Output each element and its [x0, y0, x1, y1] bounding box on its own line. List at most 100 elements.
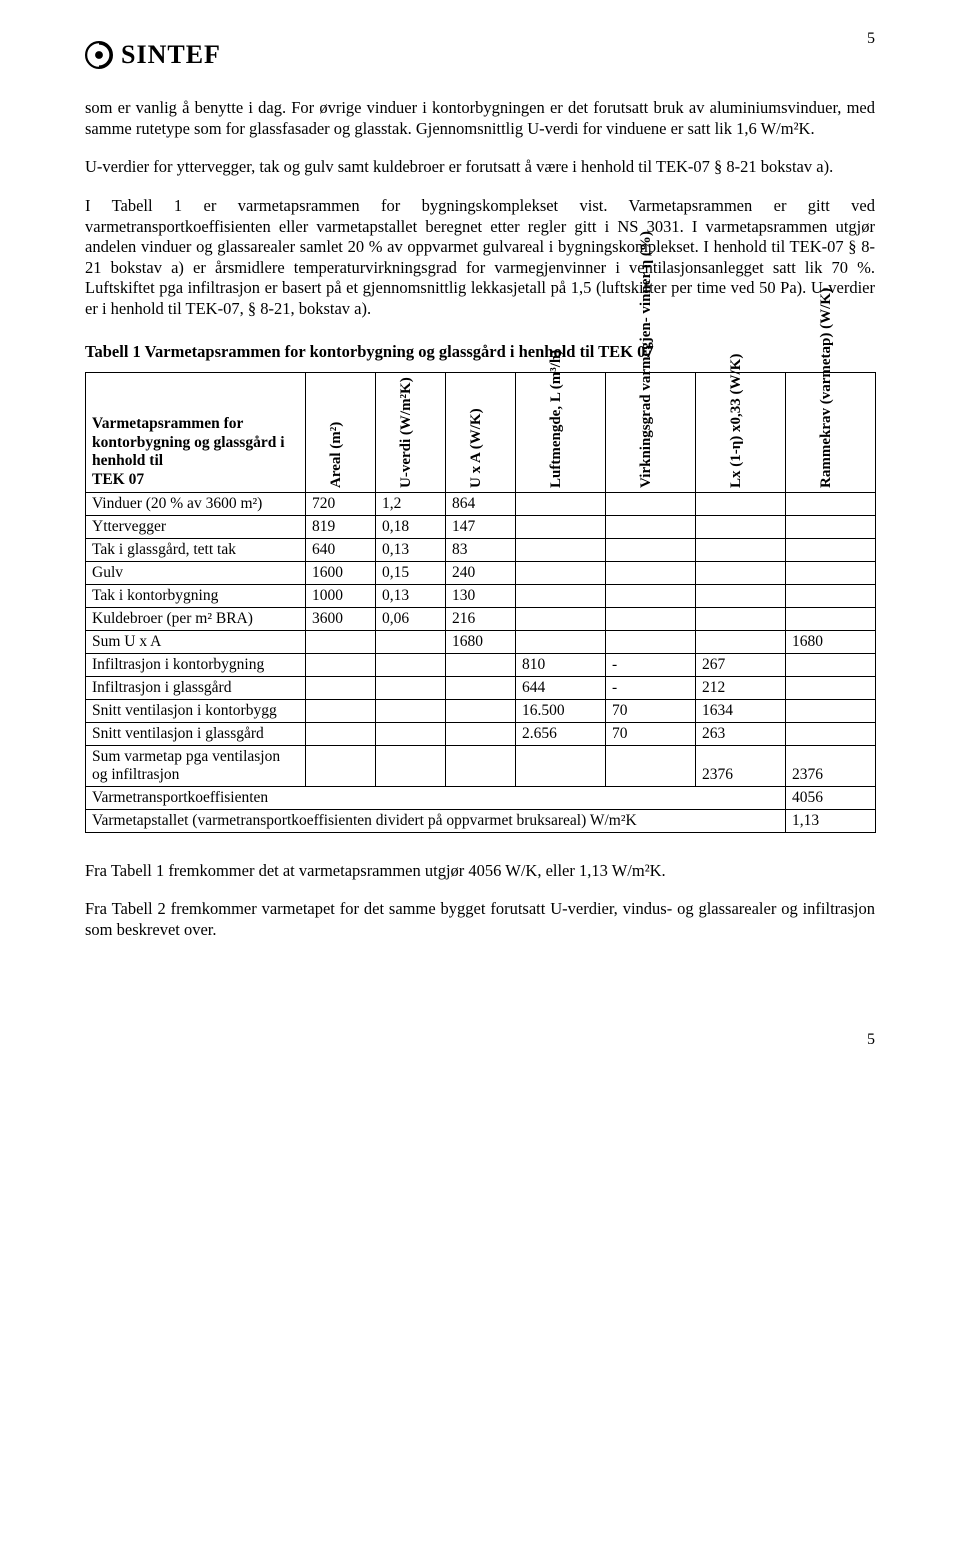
cell: 0,18: [376, 515, 446, 538]
cell: 1,2: [376, 492, 446, 515]
cell: [516, 515, 606, 538]
cell: [606, 607, 696, 630]
table-row: Tak i glassgård, tett tak6400,1383: [86, 538, 876, 561]
cell: [786, 538, 876, 561]
cell: 640: [306, 538, 376, 561]
cell: 810: [516, 653, 606, 676]
cell: [786, 515, 876, 538]
row-label: Snitt ventilasjon i glassgård: [86, 722, 306, 745]
logo: SINTEF: [85, 40, 875, 70]
table-row: Vinduer (20 % av 3600 m²)7201,2864: [86, 492, 876, 515]
span-row-value: 4056: [786, 786, 876, 809]
cell: [516, 630, 606, 653]
cell: [516, 745, 606, 786]
cell: 0,06: [376, 607, 446, 630]
cell: [606, 561, 696, 584]
cell: 2.656: [516, 722, 606, 745]
cell: 720: [306, 492, 376, 515]
col-uverdi-label: U-verdi (W/m²K): [398, 377, 415, 488]
cell: 267: [696, 653, 786, 676]
cell: [516, 607, 606, 630]
cell: 70: [606, 722, 696, 745]
cell: [446, 745, 516, 786]
col-luft: Luftmengde, L (m³/h): [516, 372, 606, 492]
cell: [606, 630, 696, 653]
paragraph-2: U-verdier for yttervegger, tak og gulv s…: [85, 157, 875, 178]
table-row: Tak i kontorbygning10000,13130: [86, 584, 876, 607]
cell: [376, 676, 446, 699]
cell: 216: [446, 607, 516, 630]
sintef-logo-icon: [85, 41, 113, 69]
cell: [376, 722, 446, 745]
header-label: Varmetapsrammen for kontorbygning og gla…: [92, 415, 285, 488]
cell: [516, 584, 606, 607]
row-label: Vinduer (20 % av 3600 m²): [86, 492, 306, 515]
row-label: Tak i glassgård, tett tak: [86, 538, 306, 561]
table-row: Infiltrasjon i kontorbygning810-267: [86, 653, 876, 676]
cell: [786, 699, 876, 722]
cell: [786, 607, 876, 630]
cell: [306, 630, 376, 653]
table-row: Snitt ventilasjon i glassgård2.65670263: [86, 722, 876, 745]
logo-text: SINTEF: [121, 40, 221, 70]
row-label: Sum U x A: [86, 630, 306, 653]
table-row: Varmetransportkoeffisienten4056: [86, 786, 876, 809]
table-caption-text: Tabell 1 Varmetapsrammen for kontorbygni…: [85, 342, 654, 361]
page: 5 SINTEF som er vanlig å benytte i dag. …: [0, 0, 960, 1109]
row-label: Yttervegger: [86, 515, 306, 538]
cell: 130: [446, 584, 516, 607]
table-header-row: Varmetapsrammen for kontorbygning og gla…: [86, 372, 876, 492]
cell: [696, 492, 786, 515]
cell: [786, 584, 876, 607]
cell: [376, 745, 446, 786]
header-label-cell: Varmetapsrammen for kontorbygning og gla…: [86, 372, 306, 492]
table-head: Varmetapsrammen for kontorbygning og gla…: [86, 372, 876, 492]
table-caption: Tabell 1 Varmetapsrammen for kontorbygni…: [85, 342, 875, 362]
col-areal-label: Areal (m²): [328, 421, 345, 487]
cell: 2376: [696, 745, 786, 786]
cell: [606, 538, 696, 561]
row-label: Snitt ventilasjon i kontorbygg: [86, 699, 306, 722]
row-label: Infiltrasjon i glassgård: [86, 676, 306, 699]
cell: 147: [446, 515, 516, 538]
col-lx: Lx (1-η) x0,33 (W/K): [696, 372, 786, 492]
col-virk-label: Virkningsgrad varmegjen- vinner η (%): [638, 231, 655, 488]
col-lx-label: Lx (1-η) x0,33 (W/K): [728, 353, 745, 487]
cell: [446, 699, 516, 722]
cell: 2376: [786, 745, 876, 786]
cell: [696, 561, 786, 584]
cell: [516, 492, 606, 515]
cell: [376, 653, 446, 676]
row-label: Gulv: [86, 561, 306, 584]
row-label: Kuldebroer (per m² BRA): [86, 607, 306, 630]
span-row-label: Varmetapstallet (varmetransportkoeffisie…: [86, 809, 786, 832]
cell: [376, 630, 446, 653]
cell: 864: [446, 492, 516, 515]
cell: [786, 676, 876, 699]
col-virk: Virkningsgrad varmegjen- vinner η (%): [606, 372, 696, 492]
col-ramme-label: Rammekrav (varmetap) (W/K): [818, 288, 835, 488]
cell: [516, 538, 606, 561]
cell: 819: [306, 515, 376, 538]
cell: 1680: [786, 630, 876, 653]
col-areal: Areal (m²): [306, 372, 376, 492]
col-uxa: U x A (W/K): [446, 372, 516, 492]
table-row: Kuldebroer (per m² BRA)36000,06216: [86, 607, 876, 630]
cell: 1680: [446, 630, 516, 653]
cell: 3600: [306, 607, 376, 630]
cell: [696, 607, 786, 630]
cell: 1634: [696, 699, 786, 722]
paragraph-1: som er vanlig å benytte i dag. For øvrig…: [85, 98, 875, 139]
page-number-top: 5: [867, 30, 875, 48]
cell: 70: [606, 699, 696, 722]
cell: [786, 492, 876, 515]
cell: [306, 653, 376, 676]
cell: 83: [446, 538, 516, 561]
cell: 0,15: [376, 561, 446, 584]
cell: [306, 676, 376, 699]
cell: [696, 584, 786, 607]
row-label: Tak i kontorbygning: [86, 584, 306, 607]
cell: -: [606, 653, 696, 676]
paragraph-3: I Tabell 1 er varmetapsrammen for bygnin…: [85, 196, 875, 320]
cell: [606, 492, 696, 515]
